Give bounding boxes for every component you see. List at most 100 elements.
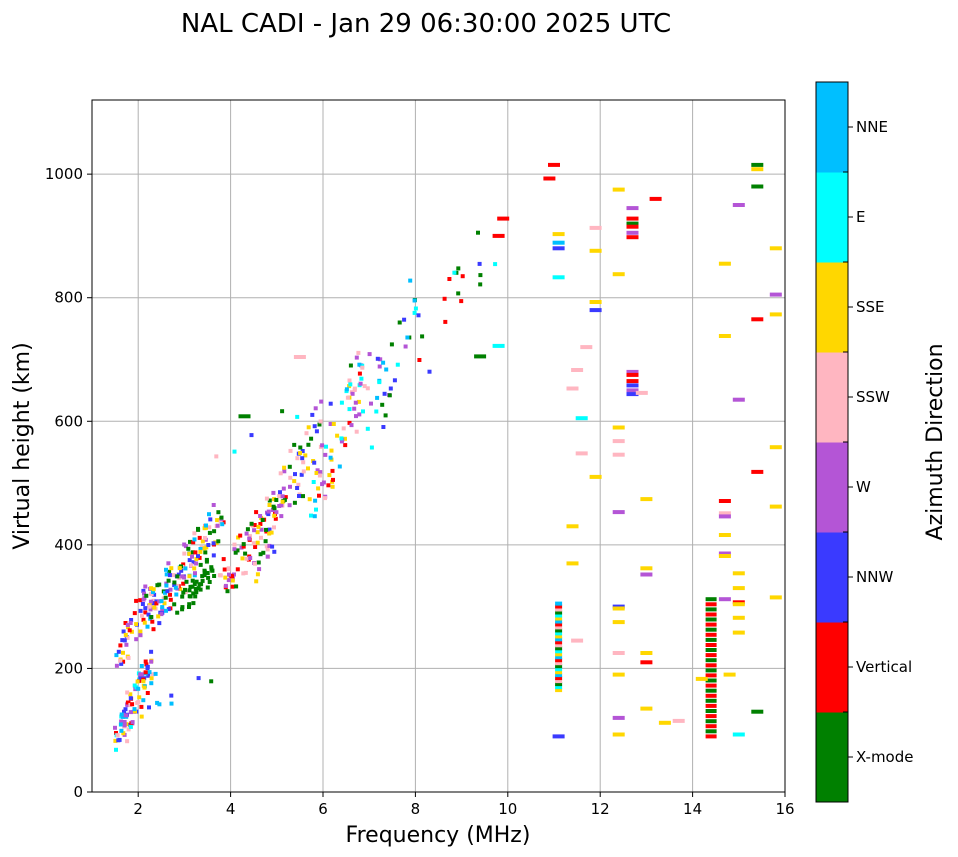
data-point-x-mode xyxy=(301,494,305,499)
data-point-sse xyxy=(272,497,277,502)
data-point-x-mode xyxy=(180,605,185,610)
data-point-nnw xyxy=(626,383,639,388)
data-point-x-mode xyxy=(263,539,268,544)
data-point-x-mode xyxy=(207,580,212,584)
data-point-x-mode xyxy=(705,729,717,734)
data-point-w xyxy=(113,725,117,730)
data-point-sse xyxy=(327,473,332,478)
data-point-nnw xyxy=(120,638,125,643)
data-point-sse xyxy=(555,670,563,675)
data-point-x-mode xyxy=(555,646,563,651)
data-point-x-mode xyxy=(555,682,563,687)
data-point-nnw xyxy=(122,638,127,643)
data-point-sse xyxy=(612,732,625,737)
data-point-x-mode xyxy=(188,539,192,544)
data-point-e xyxy=(413,306,418,311)
data-point-vertical xyxy=(253,545,258,549)
data-point-w xyxy=(119,719,124,724)
data-point-sse xyxy=(139,714,144,719)
data-point-sse xyxy=(658,720,671,725)
data-point-vertical xyxy=(143,610,148,615)
data-point-e xyxy=(339,436,344,441)
data-point-nne xyxy=(183,566,188,571)
data-point-w xyxy=(257,567,262,572)
data-point-sse xyxy=(202,526,207,531)
colorbar-label: Azimuth Direction xyxy=(923,343,948,540)
data-point-ssw xyxy=(555,661,563,666)
data-point-vertical xyxy=(705,673,717,678)
data-point-ssw xyxy=(278,471,283,476)
data-point-sse xyxy=(128,692,133,697)
y-tick-label: 800 xyxy=(54,289,83,307)
data-point-vertical xyxy=(273,516,278,521)
data-point-e xyxy=(347,407,352,412)
data-point-ssw xyxy=(265,547,270,552)
data-point-sse xyxy=(718,554,731,558)
data-point-vertical xyxy=(705,703,717,708)
data-point-sse xyxy=(135,679,140,684)
data-point-x-mode xyxy=(249,521,254,526)
data-point-w xyxy=(315,468,320,473)
data-point-nne xyxy=(173,585,178,590)
data-point-sse xyxy=(162,601,167,606)
data-point-x-mode xyxy=(212,529,217,534)
data-point-nnw xyxy=(293,472,297,477)
data-point-ssw xyxy=(189,563,194,568)
data-point-nnw xyxy=(382,391,387,396)
data-point-nne xyxy=(204,523,208,528)
data-point-sse xyxy=(149,676,154,681)
data-point-sse xyxy=(723,672,736,677)
data-point-vertical xyxy=(705,632,717,637)
data-point-x-mode xyxy=(163,595,168,600)
data-point-x-mode xyxy=(705,627,717,632)
data-point-x-mode xyxy=(194,579,199,584)
data-point-nne xyxy=(555,655,563,660)
data-point-sse xyxy=(612,425,625,430)
data-point-vertical xyxy=(417,358,422,362)
data-point-ssw xyxy=(207,525,212,530)
data-point-ssw xyxy=(125,690,130,695)
data-point-w xyxy=(157,599,162,604)
data-point-x-mode xyxy=(309,436,314,441)
data-point-nnw xyxy=(172,583,177,587)
data-point-nnw xyxy=(128,696,133,701)
data-point-nnw xyxy=(272,549,277,554)
data-point-ssw xyxy=(580,345,593,350)
data-point-nnw xyxy=(149,649,154,654)
data-point-vertical xyxy=(258,522,263,526)
data-point-w xyxy=(280,494,285,499)
data-point-vertical xyxy=(151,627,156,632)
data-point-x-mode xyxy=(180,607,185,612)
data-point-nnw xyxy=(626,392,639,397)
data-point-nne xyxy=(164,583,169,588)
data-point-x-mode xyxy=(188,594,193,599)
data-point-vertical xyxy=(555,640,563,645)
data-point-x-mode xyxy=(204,559,209,564)
data-point-nnw xyxy=(165,589,170,594)
data-point-x-mode xyxy=(705,678,717,683)
data-point-w xyxy=(128,621,133,625)
data-point-nnw xyxy=(138,608,143,613)
data-point-sse xyxy=(640,497,653,502)
data-point-x-mode xyxy=(292,442,297,447)
data-point-x-mode xyxy=(190,578,195,583)
data-point-vertical xyxy=(191,540,196,545)
x-axis-label: Frequency (MHz) xyxy=(346,823,531,848)
data-point-sse xyxy=(718,533,731,537)
data-point-x-mode xyxy=(192,582,197,586)
x-tick-label: 12 xyxy=(591,800,610,818)
data-point-x-mode xyxy=(256,560,261,565)
data-point-x-mode xyxy=(219,515,224,520)
data-point-nnw xyxy=(146,673,151,678)
data-point-nnw xyxy=(166,607,171,612)
data-point-w xyxy=(626,388,639,393)
data-point-x-mode xyxy=(274,498,279,502)
data-point-nne xyxy=(555,673,563,678)
data-point-vertical xyxy=(144,662,149,667)
data-point-nnw xyxy=(249,433,254,438)
data-point-w xyxy=(258,514,263,518)
data-point-nnw xyxy=(151,601,156,606)
data-point-nne xyxy=(192,573,197,578)
data-point-x-mode xyxy=(348,363,353,368)
data-point-nnw xyxy=(300,456,305,461)
